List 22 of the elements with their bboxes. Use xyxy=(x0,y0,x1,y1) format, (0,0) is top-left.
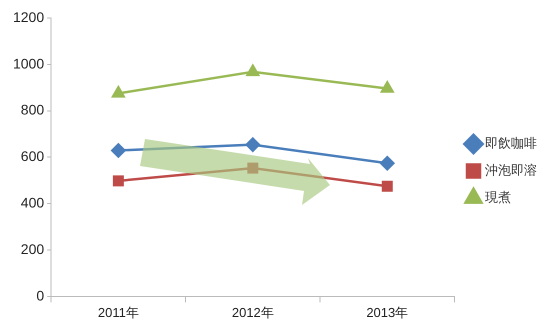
x-tick-label: 2011年 xyxy=(98,304,139,320)
point xyxy=(382,180,393,192)
point xyxy=(112,86,125,98)
point xyxy=(246,64,260,76)
point xyxy=(246,137,260,152)
x-tick-label: 2012年 xyxy=(232,304,274,320)
point xyxy=(380,156,395,170)
y-tick-label: 200 xyxy=(20,240,44,257)
y-tick-label: 800 xyxy=(20,102,44,118)
point xyxy=(112,175,124,186)
y-tick-label: 0 xyxy=(36,287,44,304)
point xyxy=(111,143,126,158)
legend-label: 現煮 xyxy=(485,190,511,205)
y-tick-label: 400 xyxy=(20,194,44,210)
x-tick-label: 2013年 xyxy=(366,304,408,320)
point xyxy=(247,162,258,174)
point xyxy=(380,81,394,93)
y-tick-label: 1000 xyxy=(12,55,44,72)
y-tick-label: 600 xyxy=(20,148,44,164)
legend-label: 即飲咖啡 xyxy=(485,136,537,151)
legend-label: 沖泡即溶 xyxy=(485,162,537,178)
y-tick-label: 1200 xyxy=(12,8,44,25)
